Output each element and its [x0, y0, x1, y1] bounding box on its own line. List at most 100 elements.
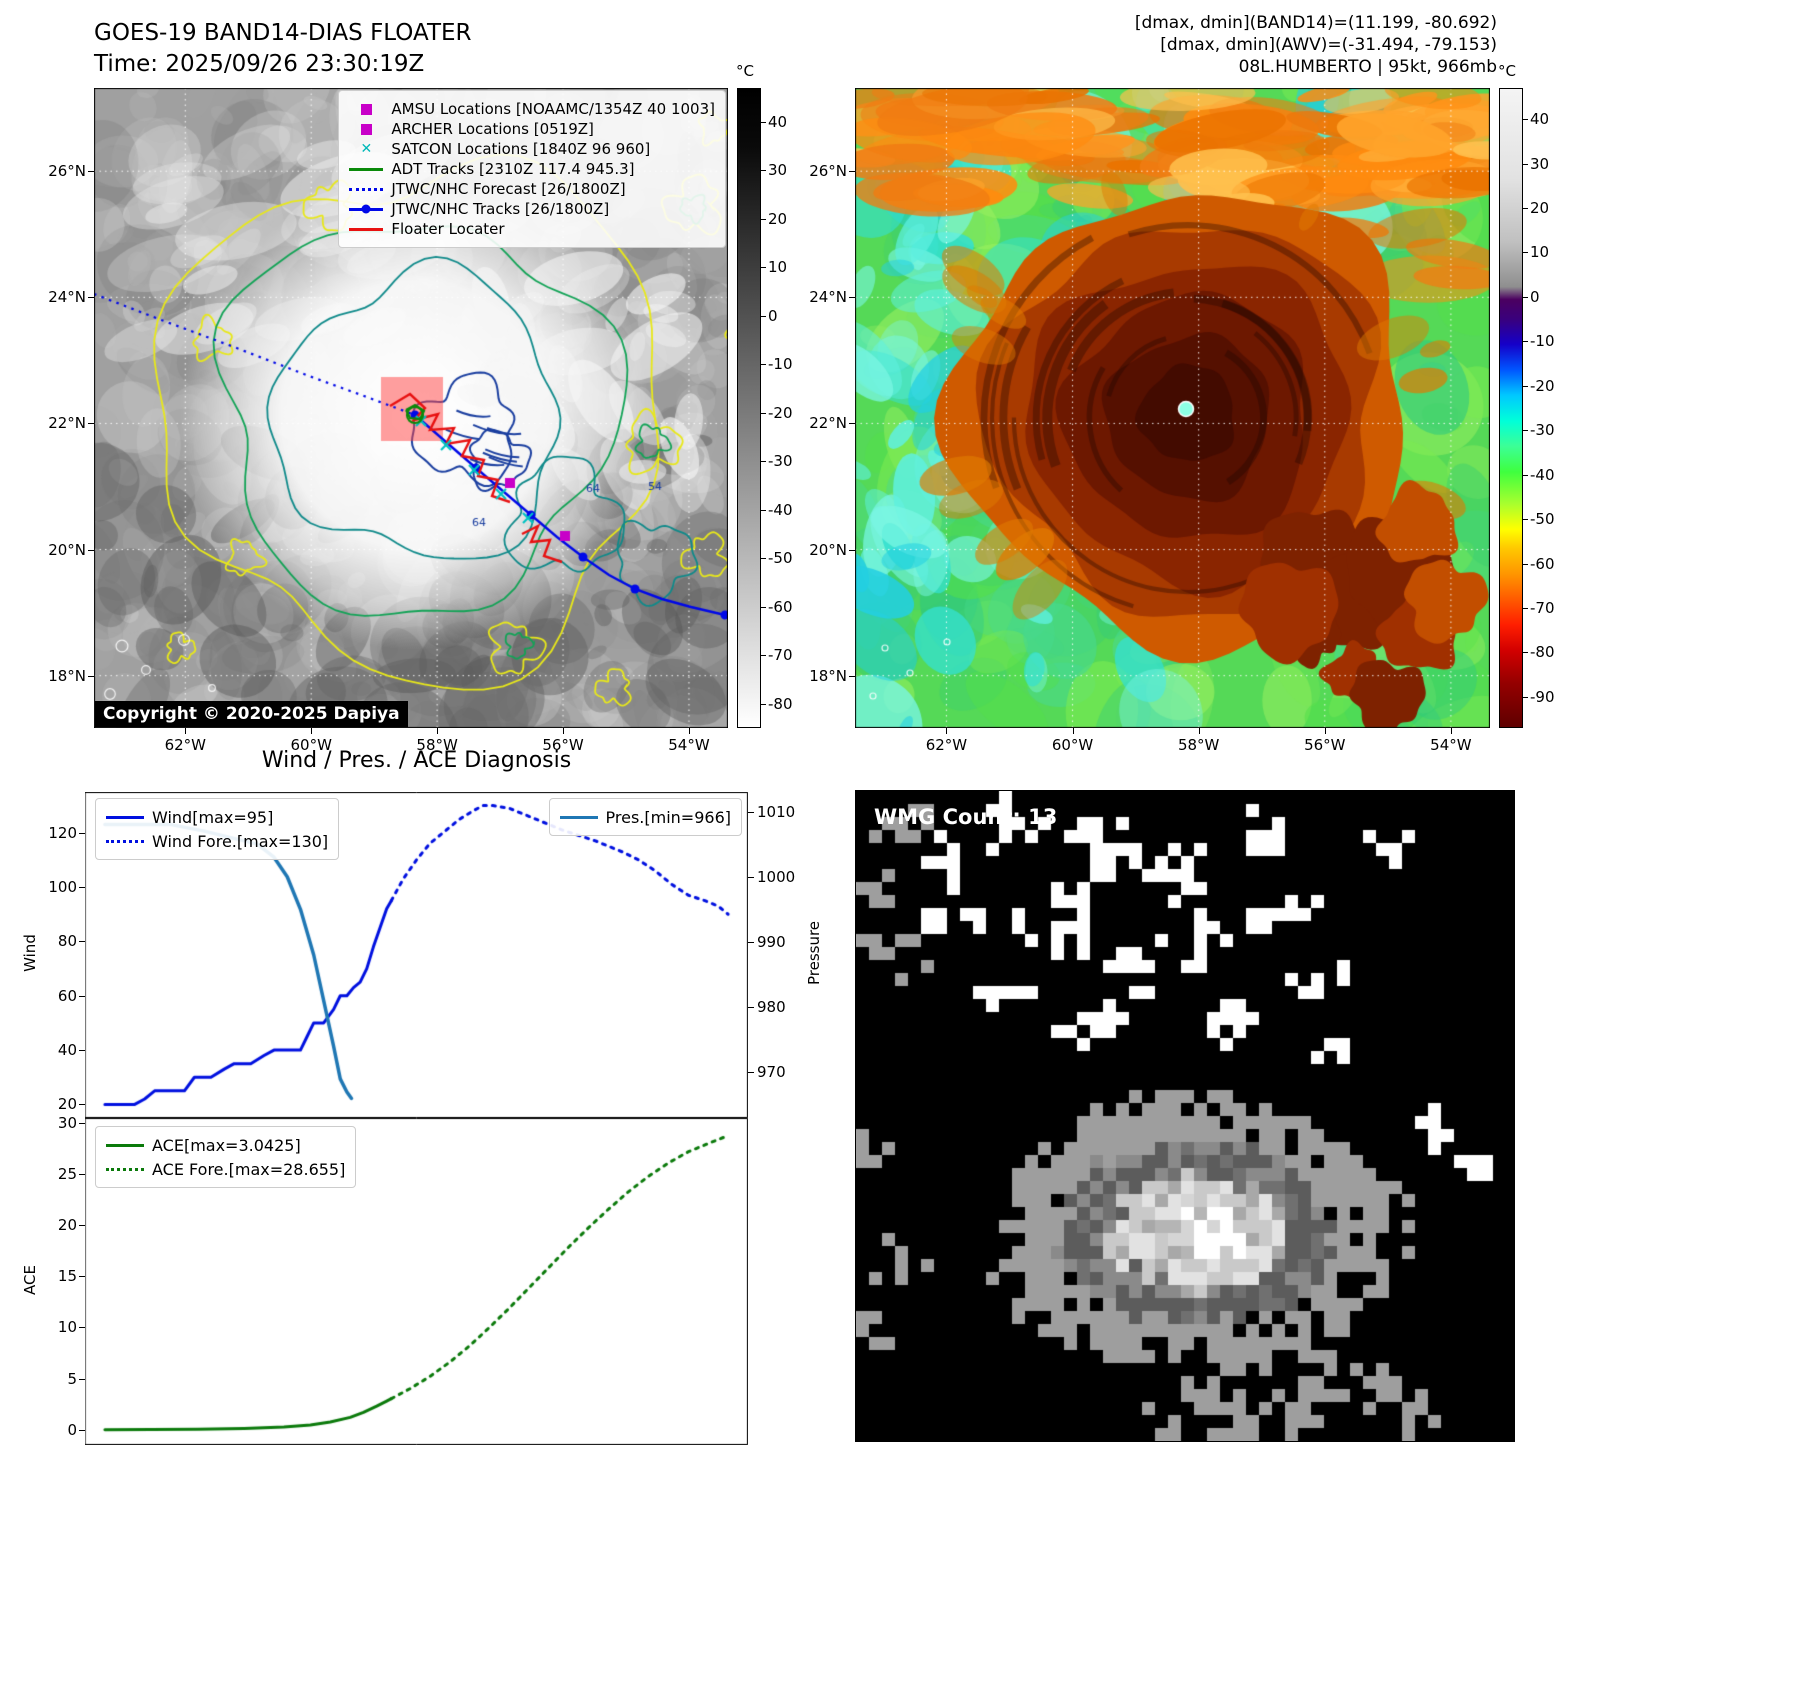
- colorbar-tick-mark: [1523, 296, 1528, 298]
- y-tick-label: 15: [57, 1267, 77, 1286]
- lon-tick-label: 56°W: [1304, 736, 1346, 754]
- colorbar-tick-mark: [761, 412, 766, 414]
- colorbar-tick-label: 30: [1530, 154, 1550, 173]
- lat-tick-label: 24°N: [809, 288, 847, 307]
- lon-tick-label: 56°W: [542, 736, 584, 754]
- legend-label: JTWC/NHC Tracks [26/1800Z]: [391, 200, 610, 218]
- lat-tick-mark: [88, 675, 94, 677]
- colorbar-tick-mark: [1523, 341, 1528, 343]
- line-legend-marker-icon: [106, 809, 144, 825]
- y-tick-label: 120: [48, 823, 77, 842]
- colorbar-tick-mark: [761, 218, 766, 220]
- colorbar-tick-label: -40: [1530, 465, 1555, 484]
- colorbar-tick-mark: [761, 170, 766, 172]
- dotted-legend-marker-icon: [349, 181, 384, 197]
- legend-label: ACE Fore.[max=28.655]: [152, 1159, 346, 1179]
- lon-tick-mark: [1072, 728, 1074, 734]
- lat-tick-label: 22°N: [48, 414, 86, 433]
- colorbar-tick-mark: [761, 655, 766, 657]
- lat-tick-label: 22°N: [809, 414, 847, 433]
- wmg-count-label: WMG Count: 13: [874, 805, 1058, 829]
- left-map-title: GOES-19 BAND14-DIAS FLOATER: [94, 20, 472, 46]
- lon-tick-mark: [437, 728, 439, 734]
- legend-item: ✕ SATCON Locations [1840Z 96 960]: [349, 139, 715, 159]
- y-tick-label: 1010: [757, 802, 796, 821]
- colorbar-tick-label: -60: [1530, 554, 1555, 573]
- legend-item: Wind Fore.[max=130]: [106, 829, 328, 853]
- lon-tick-label: 54°W: [668, 736, 710, 754]
- colorbar-tick-mark: [1523, 608, 1528, 609]
- lon-tick-mark: [1198, 728, 1200, 734]
- y-tick-label: 20: [57, 1216, 77, 1235]
- lon-tick-mark: [688, 728, 690, 734]
- lat-tick-label: 26°N: [48, 162, 86, 181]
- lon-tick-label: 58°W: [1177, 736, 1220, 754]
- y-tick-label: 980: [757, 998, 786, 1017]
- line-legend-marker-icon: [106, 1137, 144, 1153]
- legend-item: ACE Fore.[max=28.655]: [106, 1157, 345, 1181]
- y-tick-label: 990: [757, 932, 786, 951]
- legend-label: Wind[max=95]: [152, 807, 274, 827]
- y-tick-label: 5: [67, 1369, 77, 1388]
- colorbar-tick-label: 10: [768, 258, 788, 277]
- pressure-legend: Pres.[min=966]: [548, 798, 742, 836]
- colorbar-tick-label: -40: [768, 500, 793, 519]
- lon-tick-mark: [563, 728, 565, 734]
- y-tick-label: 10: [57, 1318, 77, 1337]
- colorbar-tick-label: -30: [1530, 421, 1555, 440]
- lat-tick-mark: [849, 549, 855, 551]
- dotted-legend-marker-icon: [106, 833, 144, 849]
- y-tick-mark: [79, 941, 85, 943]
- lat-tick-label: 20°N: [48, 540, 86, 559]
- lon-tick-mark: [1450, 728, 1452, 734]
- legend-item: ARCHER Locations [0519Z]: [349, 119, 715, 139]
- colorbar-tick-label: -90: [1530, 687, 1555, 706]
- y-tick-mark: [748, 1007, 754, 1009]
- lat-tick-label: 20°N: [809, 540, 847, 559]
- lat-tick-mark: [88, 549, 94, 551]
- ace-legend: ACE[max=3.0425] ACE Fore.[max=28.655]: [95, 1126, 357, 1188]
- legend-item: AMSU Locations [NOAAMC/1354Z 40 1003]: [349, 99, 715, 119]
- line-dot-legend-marker-icon: [349, 201, 384, 217]
- colorbar-tick-mark: [761, 606, 766, 608]
- y-tick-mark: [748, 811, 754, 813]
- colorbar-tick-label: -60: [768, 597, 793, 616]
- dmax-band14-text: [dmax, dmin](BAND14)=(11.199, -80.692): [1134, 13, 1497, 33]
- colorbar-tick-label: -50: [768, 549, 793, 568]
- colorbar-tick-mark: [761, 509, 766, 511]
- colorbar-tick-mark: [761, 558, 766, 560]
- dotted-legend-marker-icon: [106, 1161, 144, 1177]
- colorbar-tick-mark: [1523, 430, 1528, 432]
- lat-tick-mark: [88, 297, 94, 299]
- colorbar-tick-label: 10: [1530, 243, 1550, 262]
- color-ir-canvas: [855, 88, 1490, 728]
- lon-tick-label: 62°W: [925, 736, 968, 754]
- diagnosis-title: Wind / Pres. / ACE Diagnosis: [261, 748, 572, 773]
- wmg-panel: WMG Count: 13: [855, 790, 1515, 1442]
- pressure-axis-label: Pressure: [805, 920, 823, 986]
- lon-tick-mark: [311, 728, 313, 734]
- lat-tick-label: 18°N: [48, 666, 86, 685]
- colorbar-tick-mark: [1523, 163, 1528, 165]
- square-legend-marker-icon: [349, 101, 383, 117]
- colorbar-tick-label: -10: [1530, 332, 1555, 351]
- y-tick-label: 30: [57, 1114, 77, 1133]
- colorbar-tick-mark: [1523, 696, 1528, 698]
- colorbar-tick-label: -50: [1530, 510, 1555, 529]
- legend-item: Wind[max=95]: [106, 805, 328, 829]
- colorbar-tick-mark: [761, 461, 766, 463]
- lon-tick-mark: [185, 728, 187, 734]
- legend-item: JTWC/NHC Tracks [26/1800Z]: [349, 199, 715, 219]
- lon-tick-mark: [946, 728, 948, 734]
- y-tick-label: 1000: [757, 867, 796, 886]
- y-tick-mark: [79, 1104, 85, 1106]
- colorbar-tick-label: 40: [768, 112, 788, 131]
- y-tick-mark: [748, 876, 754, 878]
- legend-item: Floater Locater: [349, 219, 715, 239]
- colorbar-tick-mark: [1523, 652, 1528, 654]
- y-tick-mark: [748, 1072, 754, 1074]
- lon-tick-label: 60°W: [1051, 736, 1094, 754]
- colorbar-tick-mark: [761, 267, 766, 269]
- line-legend-marker-icon: [349, 221, 384, 237]
- legend-label: Pres.[min=966]: [605, 807, 731, 827]
